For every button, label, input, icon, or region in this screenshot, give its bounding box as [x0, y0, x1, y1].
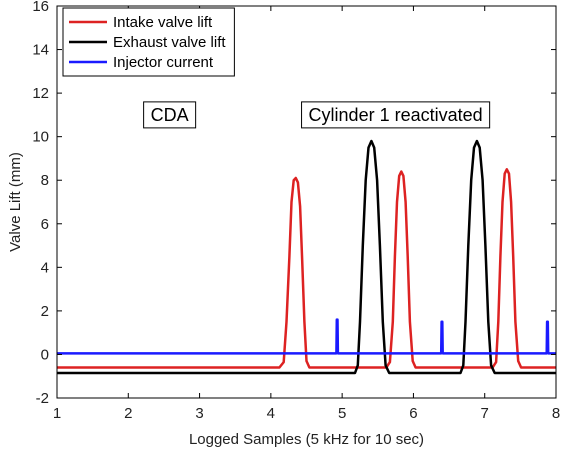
- x-tick-label: 3: [195, 405, 203, 422]
- x-axis-label: Logged Samples (5 kHz for 10 sec): [189, 431, 424, 448]
- y-tick-label: 6: [41, 216, 49, 233]
- legend-label: Exhaust valve lift: [113, 34, 226, 51]
- legend: Intake valve lift Exhaust valve lift Injec…: [62, 7, 235, 77]
- legend-label: Injector current: [113, 54, 214, 71]
- series-line-1: [57, 168, 556, 369]
- y-tick-label: -2: [36, 390, 49, 407]
- legend-label: Intake valve lift: [113, 14, 213, 31]
- x-tick-label: 7: [481, 405, 489, 422]
- annotation-layer: CDA Cylinder 1 reactivated: [143, 101, 491, 129]
- y-tick-label: 8: [41, 172, 49, 189]
- x-tick-label: 4: [267, 405, 275, 422]
- y-tick-label: 0: [41, 346, 49, 363]
- y-tick-label: 14: [32, 42, 49, 59]
- y-tick-label: 2: [41, 303, 49, 320]
- x-tick-label: 8: [552, 405, 560, 422]
- x-tick-label: 2: [124, 405, 132, 422]
- y-axis-label: Valve Lift (mm): [7, 152, 24, 252]
- annotation-box: [143, 101, 197, 129]
- annotation-2: Cylinder 1 reactivated: [301, 101, 491, 129]
- series-line-3: [57, 318, 556, 355]
- annotation-text: CDA: [151, 105, 189, 125]
- x-tick-label: 1: [53, 405, 61, 422]
- y-tick-label: 4: [41, 259, 49, 276]
- annotation-text: Cylinder 1 reactivated: [309, 105, 483, 125]
- annotation-box: [301, 101, 491, 129]
- annotation-1: CDA: [143, 101, 197, 129]
- series-layer: [57, 139, 556, 375]
- y-tick-label: 16: [32, 0, 49, 15]
- plot-area-frame: [56, 5, 557, 399]
- x-tick-label: 5: [338, 405, 346, 422]
- x-tick-label: 6: [409, 405, 417, 422]
- y-tick-label: 10: [32, 129, 49, 146]
- y-tick-label: 12: [32, 85, 49, 102]
- series-line-2: [57, 139, 556, 375]
